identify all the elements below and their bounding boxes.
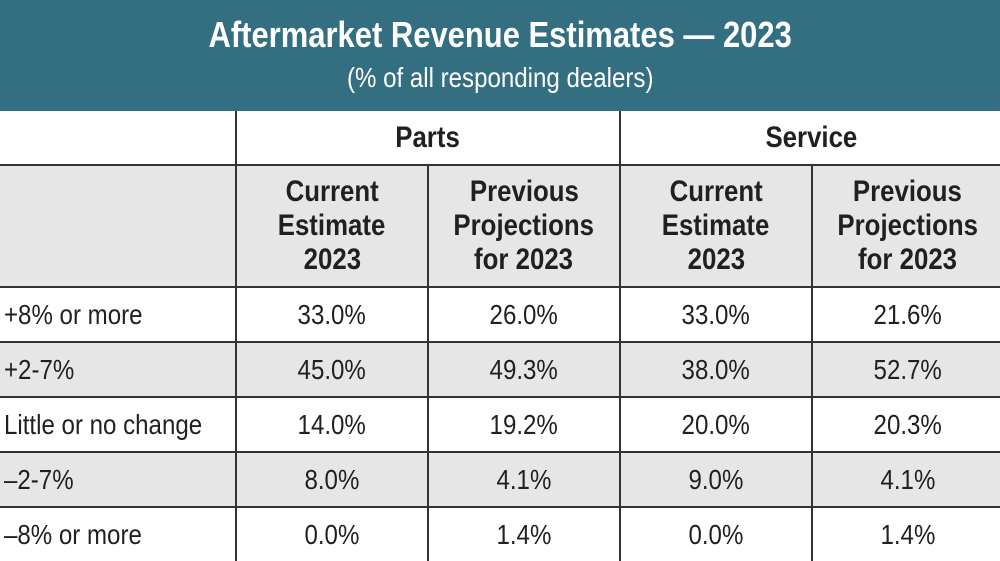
row-label: –2-7% — [0, 451, 237, 508]
table-cell: 20.0% — [619, 396, 814, 453]
column-header: Current Estimate 2023 — [235, 164, 429, 288]
table-cell: 0.0% — [235, 506, 429, 561]
row-label-text: +8% or more — [4, 298, 143, 330]
cell-value: 14.0% — [297, 408, 367, 440]
table-subtitle: (% of all responding dealers) — [0, 62, 1000, 94]
table-cell: 45.0% — [235, 341, 429, 398]
cell-value: 0.0% — [304, 518, 360, 550]
table-row: –8% or more 0.0% 1.4% 0.0% 1.4% — [0, 506, 1000, 561]
cell-value: 33.0% — [297, 298, 367, 330]
table-cell: 14.0% — [235, 396, 429, 453]
column-header-line: Projections — [837, 209, 978, 242]
table-cell: 19.2% — [426, 396, 622, 453]
column-header-line: Estimate — [662, 209, 770, 242]
table-cell: 8.0% — [235, 451, 429, 508]
table-cell: 20.3% — [811, 396, 1000, 453]
column-header-line: for 2023 — [858, 243, 958, 276]
title-text: Aftermarket Revenue Estimates — 2023 — [208, 14, 792, 55]
table-cell: 9.0% — [619, 451, 814, 508]
cell-value: 52.7% — [873, 353, 942, 385]
table-row: Little or no change 14.0% 19.2% 20.0% 20.3% — [0, 396, 1000, 453]
revenue-table: Parts Service Current Estimate 2023 Previo… — [0, 111, 1000, 561]
cell-value: 4.1% — [496, 463, 552, 495]
table-cell: 4.1% — [811, 451, 1000, 508]
table-cell: 33.0% — [235, 286, 429, 343]
group-label: Parts — [395, 120, 461, 154]
cell-value: 9.0% — [688, 463, 744, 495]
column-header-line: Current — [669, 175, 763, 208]
column-header: Previous Projections for 2023 — [426, 164, 622, 288]
cell-value: 21.6% — [873, 298, 942, 330]
group-label: Service — [765, 120, 858, 154]
column-header-line: Projections — [453, 209, 595, 242]
table-cell: 4.1% — [426, 451, 622, 508]
row-label-text: –2-7% — [4, 463, 74, 495]
table-cell: 33.0% — [619, 286, 814, 343]
column-header-line: 2023 — [303, 243, 361, 276]
column-header-line: 2023 — [687, 243, 745, 276]
empty-corner — [0, 164, 237, 288]
row-label: –8% or more — [0, 506, 237, 561]
column-header-row: Current Estimate 2023 Previous Projections f… — [0, 164, 1000, 288]
table-title: Aftermarket Revenue Estimates — 2023 — [0, 14, 1000, 56]
row-label: +2-7% — [0, 341, 237, 398]
cell-value: 0.0% — [688, 518, 744, 550]
cell-value: 38.0% — [681, 353, 751, 385]
table-cell: 0.0% — [619, 506, 814, 561]
column-header: Previous Projections for 2023 — [811, 164, 1000, 288]
cell-value: 4.1% — [880, 463, 935, 495]
table-cell: 26.0% — [426, 286, 622, 343]
group-header-service: Service — [619, 111, 1000, 166]
cell-value: 20.0% — [681, 408, 751, 440]
group-header-parts: Parts — [234, 111, 622, 166]
row-label-text: +2-7% — [4, 353, 75, 385]
table-cell: 1.4% — [811, 506, 1000, 561]
column-header: Current Estimate 2023 — [619, 164, 814, 288]
cell-value: 49.3% — [489, 353, 559, 385]
cell-value: 19.2% — [489, 408, 559, 440]
table-row: +2-7% 45.0% 49.3% 38.0% 52.7% — [0, 341, 1000, 398]
title-band: Aftermarket Revenue Estimates — 2023 (% … — [0, 0, 1000, 112]
table-cell: 38.0% — [619, 341, 814, 398]
row-label: +8% or more — [0, 286, 237, 343]
table-row: –2-7% 8.0% 4.1% 9.0% 4.1% — [0, 451, 1000, 508]
table-row: +8% or more 33.0% 26.0% 33.0% 21.6% — [0, 286, 1000, 343]
cell-value: 45.0% — [297, 353, 367, 385]
group-header-row: Parts Service — [0, 111, 1000, 166]
subtitle-text: (% of all responding dealers) — [346, 62, 654, 93]
row-label-text: –8% or more — [4, 518, 142, 550]
cell-value: 1.4% — [496, 518, 552, 550]
cell-value: 33.0% — [681, 298, 751, 330]
cell-value: 1.4% — [880, 518, 935, 550]
column-header-line: Previous — [853, 175, 963, 208]
row-label: Little or no change — [0, 396, 237, 453]
cell-value: 20.3% — [873, 408, 942, 440]
table-cell: 1.4% — [426, 506, 622, 561]
column-header-line: Estimate — [278, 209, 386, 242]
row-label-text: Little or no change — [4, 408, 203, 440]
cell-value: 8.0% — [304, 463, 360, 495]
table-cell: 52.7% — [811, 341, 1000, 398]
table-cell: 49.3% — [426, 341, 622, 398]
table-cell: 21.6% — [811, 286, 1000, 343]
column-header-line: Current — [285, 175, 379, 208]
empty-corner — [0, 111, 237, 166]
column-header-line: Previous — [469, 175, 579, 208]
column-header-line: for 2023 — [474, 243, 574, 276]
cell-value: 26.0% — [489, 298, 559, 330]
